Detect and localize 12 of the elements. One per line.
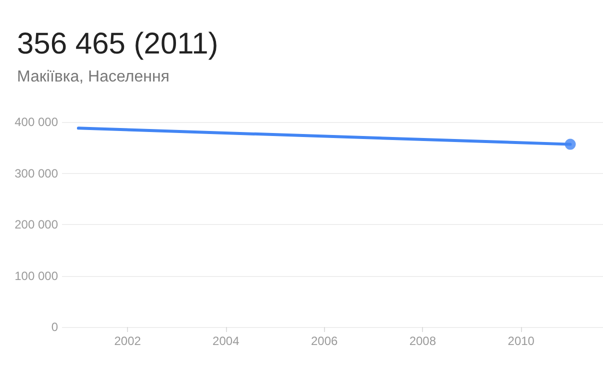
y-tick-label: 400 000 bbox=[14, 115, 58, 129]
x-tick-label: 2006 bbox=[311, 334, 338, 348]
x-tick-label: 2008 bbox=[409, 334, 436, 348]
chart-subtitle: Макіївка, Населення bbox=[17, 68, 170, 86]
x-tick-label: 2010 bbox=[508, 334, 535, 348]
chart-title: 356 465 (2011) bbox=[17, 28, 218, 60]
y-tick-label: 100 000 bbox=[14, 268, 58, 283]
x-tick-label: 2002 bbox=[114, 334, 142, 348]
y-tick-label: 0 bbox=[51, 320, 58, 334]
y-tick-label: 200 000 bbox=[14, 218, 58, 232]
x-tick-label: 2004 bbox=[212, 334, 240, 348]
y-tick-label: 300 000 bbox=[14, 166, 58, 180]
